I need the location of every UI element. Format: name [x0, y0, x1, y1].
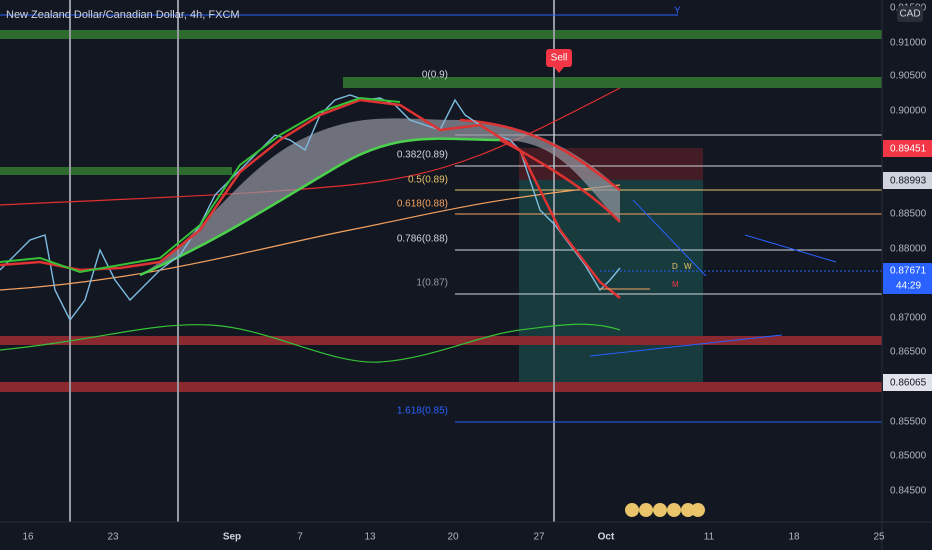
supply-band — [343, 77, 882, 88]
event-icon[interactable] — [639, 503, 653, 517]
price-tag-label: 0.87671 — [890, 266, 927, 277]
time-label: 11 — [704, 532, 715, 543]
price-label: 0.90500 — [890, 71, 927, 82]
price-tag — [883, 140, 932, 157]
event-icon[interactable] — [691, 503, 705, 517]
marker-label: D — [672, 262, 678, 271]
fib-label: 1(0.87) — [416, 278, 448, 289]
time-label: 25 — [873, 532, 885, 543]
time-label: 13 — [364, 532, 376, 543]
price-series — [0, 94, 621, 322]
price-tag-label: 0.88993 — [890, 176, 927, 187]
marker-label: M — [672, 280, 679, 289]
price-tag — [883, 263, 932, 294]
trend-line — [632, 199, 707, 277]
supply-band — [0, 30, 882, 39]
marker-label: Y — [674, 6, 681, 17]
time-label: Oct — [598, 532, 615, 543]
sell-badge[interactable] — [546, 49, 572, 67]
price-tag — [883, 374, 932, 391]
event-icons[interactable] — [625, 503, 705, 517]
event-icon[interactable] — [625, 503, 639, 517]
supply-band — [0, 167, 232, 175]
moving-average — [459, 118, 621, 191]
currency-badge[interactable] — [897, 6, 923, 22]
marker-label: W — [684, 262, 692, 271]
price-tag-label: 0.89451 — [890, 144, 927, 155]
time-label: 18 — [788, 532, 800, 543]
price-label: 0.91000 — [890, 38, 927, 49]
price-label: 0.86500 — [890, 347, 927, 358]
price-label: 0.84500 — [890, 486, 927, 497]
sell-pointer — [554, 67, 564, 73]
time-label: 23 — [107, 532, 119, 543]
time-label: 20 — [447, 532, 459, 543]
loss-zone — [519, 148, 703, 180]
smoothed-price — [0, 96, 401, 274]
price-label: 0.85000 — [890, 451, 927, 462]
chart-title: New Zealand Dollar/Canadian Dollar, 4h, … — [6, 9, 240, 21]
price-tag-label: 0.86065 — [890, 378, 927, 389]
time-label: 27 — [533, 532, 545, 543]
ribbon — [140, 118, 620, 276]
fib-label: 0.382(0.89) — [397, 150, 448, 161]
event-icon[interactable] — [653, 503, 667, 517]
moving-average — [499, 138, 621, 223]
fib-label: 0.786(0.88) — [397, 234, 448, 245]
price-label: 0.90000 — [890, 106, 927, 117]
moving-average — [0, 323, 621, 363]
fib-label: 0.618(0.88) — [397, 199, 448, 210]
time-label: 7 — [297, 532, 303, 543]
trend-line — [744, 234, 837, 263]
price-label: 0.88500 — [890, 209, 927, 220]
countdown-label: 44:29 — [896, 281, 921, 292]
trend-line — [589, 334, 783, 357]
price-tag — [883, 172, 932, 189]
price-label: 0.85500 — [890, 417, 927, 428]
fib-label: 0(0.9) — [422, 70, 448, 81]
smoothed-price — [0, 98, 621, 299]
time-label: 16 — [22, 532, 34, 543]
fib-label: 1.618(0.85) — [397, 406, 448, 417]
demand-band — [0, 336, 882, 345]
event-icon[interactable] — [681, 503, 695, 517]
moving-average — [139, 137, 501, 277]
price-label: 0.87000 — [890, 313, 927, 324]
price-label: 0.88000 — [890, 244, 927, 255]
time-label: Sep — [223, 532, 241, 543]
demand-band — [0, 382, 882, 392]
sell-label[interactable]: Sell — [551, 53, 568, 64]
fib-label: 0.5(0.89) — [408, 175, 448, 186]
currency-label[interactable]: CAD — [899, 9, 920, 20]
event-icon[interactable] — [667, 503, 681, 517]
moving-average — [0, 184, 621, 291]
